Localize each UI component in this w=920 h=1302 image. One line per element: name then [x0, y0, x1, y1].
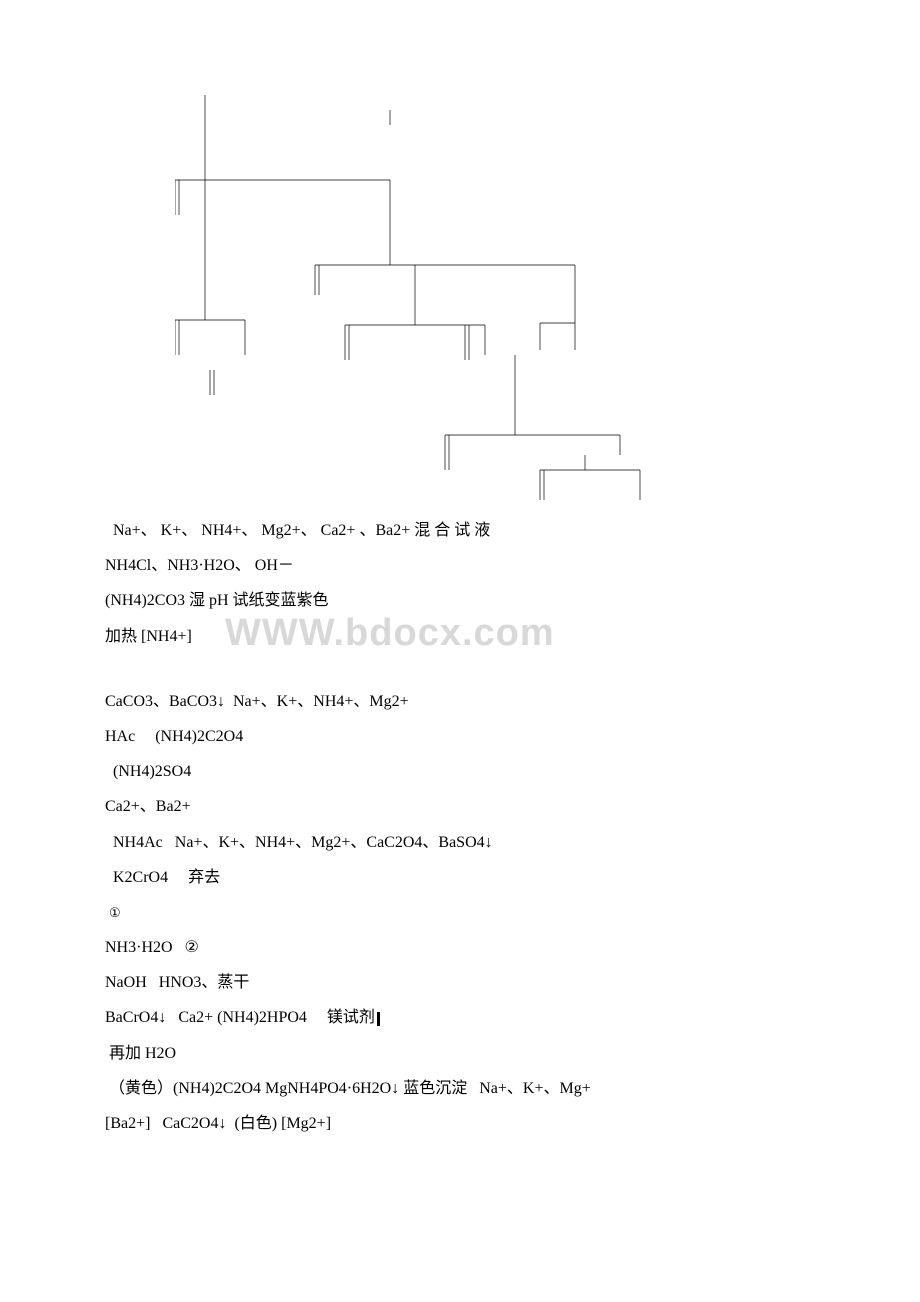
text-line: 再加 H2O	[105, 1036, 825, 1071]
text-line: CaCO3、BaCO3↓ Na+、K+、NH4+、Mg2+	[105, 684, 825, 719]
bar-icon	[377, 1012, 380, 1026]
text-line: NH4Ac Na+、K+、NH4+、Mg2+、CaC2O4、BaSO4↓	[105, 825, 825, 860]
text-line: Na+、 K+、 NH4+、 Mg2+、 Ca2+ 、Ba2+ 混 合 试 液	[105, 513, 825, 548]
tree-svg	[175, 95, 655, 500]
text-line: NH4Cl、NH3·H2O、 OH－	[105, 548, 825, 583]
text-span: BaCrO4↓ Ca2+ (NH4)2HPO4 镁试剂	[105, 1009, 375, 1026]
text-line: (NH4)2SO4	[105, 754, 825, 789]
tree-diagram	[175, 95, 655, 500]
text-line: K2CrO4 弃去	[105, 860, 825, 895]
text-line: NaOH HNO3、蒸干	[105, 965, 825, 1000]
text-line: (NH4)2CO3 湿 pH 试纸变蓝紫色	[105, 583, 825, 618]
text-span: NH3·H2O ②	[105, 939, 199, 956]
text-line: NH3·H2O ②	[105, 930, 825, 965]
text-line: BaCrO4↓ Ca2+ (NH4)2HPO4 镁试剂	[105, 1000, 825, 1035]
text-line: 加热 [NH4+]	[105, 619, 825, 654]
text-line: Ca2+、Ba2+	[105, 789, 825, 824]
circled-number-1: ①	[109, 905, 121, 920]
text-line: [Ba2+] CaC2O4↓ (白色) [Mg2+]	[105, 1106, 825, 1141]
text-line: HAc (NH4)2C2O4	[105, 719, 825, 754]
text-line: （黄色）(NH4)2C2O4 MgNH4PO4·6H2O↓ 蓝色沉淀 Na+、K…	[105, 1071, 825, 1106]
text-line: ①	[105, 895, 825, 930]
document-text: Na+、 K+、 NH4+、 Mg2+、 Ca2+ 、Ba2+ 混 合 试 液 …	[105, 513, 825, 1141]
